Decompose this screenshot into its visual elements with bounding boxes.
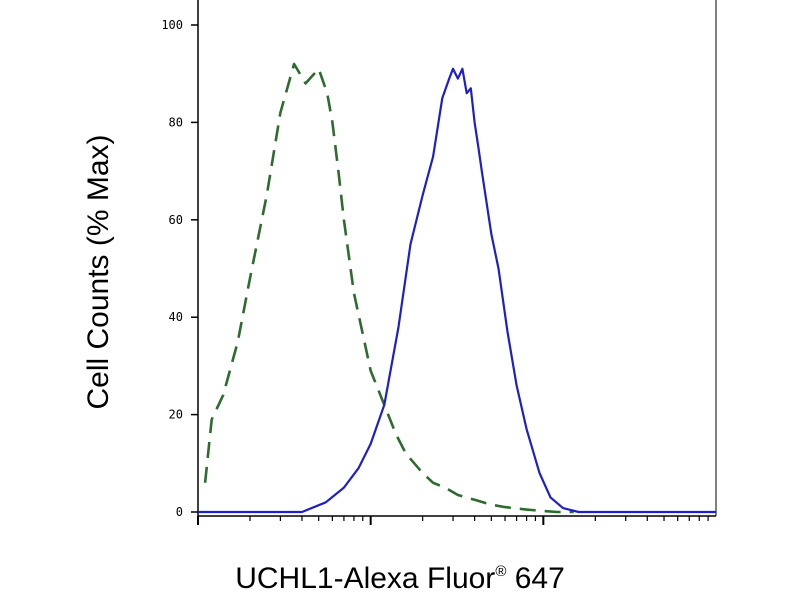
x-axis-title: UCHL1-Alexa Fluor® 647 [0, 562, 800, 596]
isotype-control-curve [203, 62, 574, 514]
uchl1-stained-curve [198, 67, 716, 514]
series-layer [198, 62, 716, 514]
y-tick-label: 0 [176, 505, 183, 519]
plot-frame [197, 0, 717, 517]
y-tick-label: 60 [169, 213, 183, 227]
x-axis-title-text: UCHL1-Alexa Fluor [235, 562, 496, 595]
y-tick-label: 100 [161, 18, 183, 32]
y-axis: 0 20 40 60 80 100 [161, 18, 198, 519]
registered-mark: ® [495, 563, 507, 580]
x-axis [197, 516, 709, 525]
x-axis-title-suffix: 647 [514, 562, 565, 595]
y-axis-title: Cell Counts (% Max) [82, 134, 115, 409]
y-tick-label: 40 [169, 310, 183, 324]
y-tick-label: 20 [169, 408, 183, 422]
y-tick-label: 80 [169, 115, 183, 129]
